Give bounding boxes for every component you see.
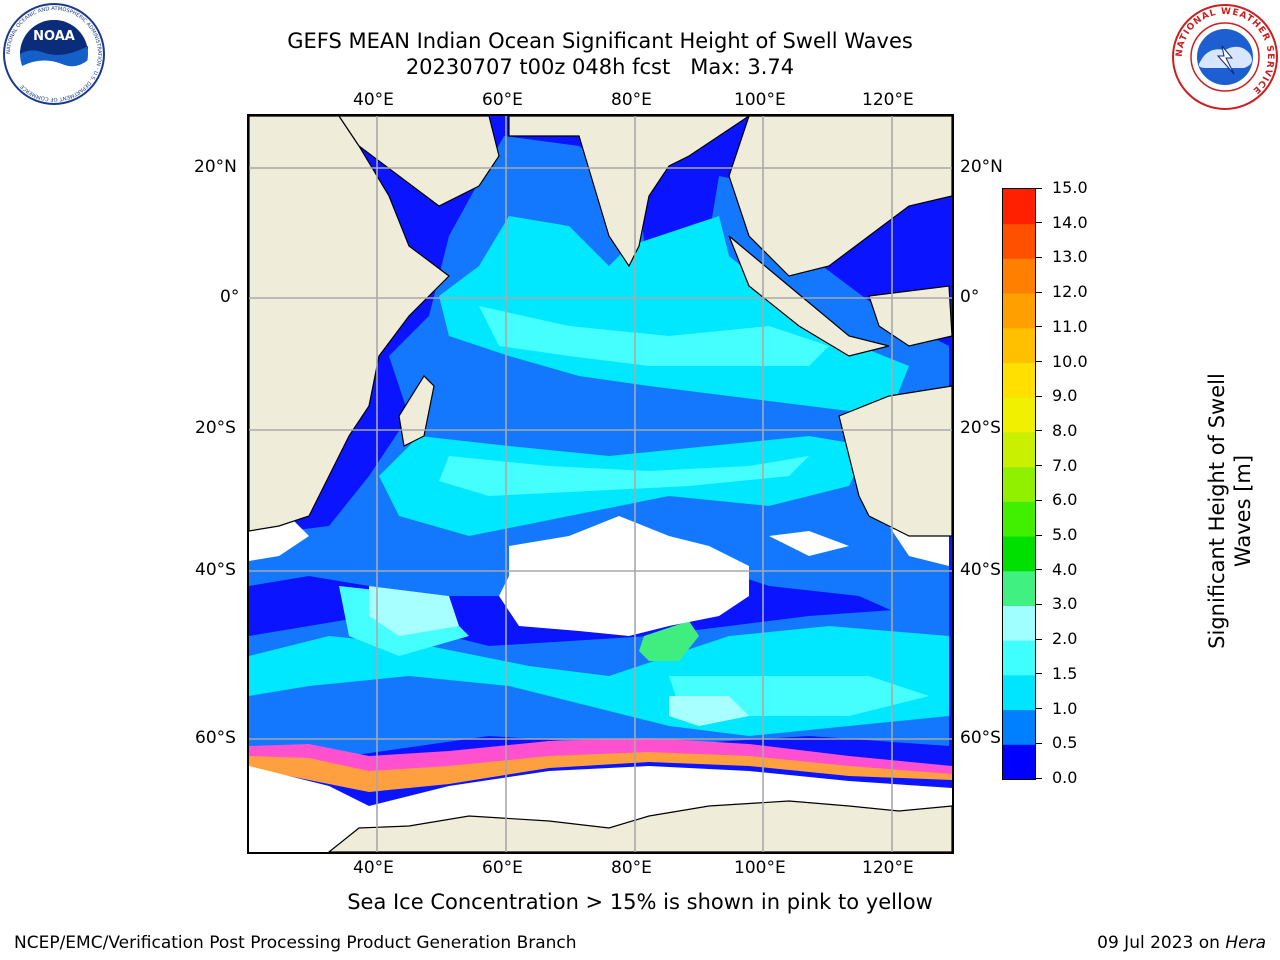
colorbar-swatch <box>1003 431 1035 468</box>
colorbar-swatch <box>1003 327 1035 364</box>
colorbar-tick-label: 10.0 <box>1052 351 1088 371</box>
colorbar-tick-mark <box>1036 499 1042 501</box>
colorbar-tick-mark <box>1036 291 1042 293</box>
lon-tick-bottom: 80°E <box>611 858 652 878</box>
colorbar-tick-label: 1.0 <box>1052 698 1078 718</box>
colorbar-tick-label: 4.0 <box>1052 559 1078 579</box>
colorbar-tick-mark <box>1036 534 1042 536</box>
colorbar-swatch <box>1003 362 1035 398</box>
colorbar-tick-mark <box>1036 326 1042 328</box>
colorbar-tick-label: 5.0 <box>1052 525 1078 545</box>
colorbar-swatch <box>1003 258 1035 294</box>
colorbar-tick-mark <box>1036 673 1042 675</box>
colorbar-swatch <box>1003 189 1035 225</box>
lat-tick-left: 40°S <box>195 560 236 580</box>
lon-tick-bottom: 60°E <box>482 858 523 878</box>
chart-title: GEFS MEAN Indian Ocean Significant Heigh… <box>287 29 913 53</box>
lon-tick-bottom: 100°E <box>734 858 786 878</box>
lat-tick-right: 20°N <box>960 157 1003 177</box>
footer-host: Hera <box>1225 933 1266 953</box>
lat-tick-left: 60°S <box>195 728 236 748</box>
colorbar-tick-label: 15.0 <box>1052 178 1088 197</box>
colorbar-tick-label: 6.0 <box>1052 490 1078 510</box>
colorbar-swatch <box>1003 674 1035 711</box>
chart-subtitle: 20230707 t00z 048h fcst Max: 3.74 <box>405 55 795 79</box>
colorbar-tick-mark <box>1036 187 1042 189</box>
colorbar-tick-label: 0.0 <box>1052 768 1078 787</box>
colorbar-tick-mark <box>1036 603 1042 605</box>
colorbar-swatch <box>1003 570 1035 606</box>
colorbar-label: Significant Height of Swell Waves [m] <box>1205 373 1255 649</box>
colorbar-swatch <box>1003 293 1035 329</box>
colorbar-tick-mark <box>1036 395 1042 397</box>
colorbar-tick-mark <box>1036 708 1042 710</box>
colorbar-swatch <box>1003 466 1035 502</box>
lon-tick-top: 100°E <box>734 90 786 110</box>
colorbar-tick-label: 3.0 <box>1052 594 1078 614</box>
lon-tick-top: 60°E <box>482 90 523 110</box>
colorbar-tick-label: 9.0 <box>1052 386 1078 406</box>
colorbar-tick-label: 0.5 <box>1052 733 1078 753</box>
nws-logo-icon: NATIONAL WEATHER SERVICE <box>1170 2 1280 112</box>
lat-tick-left: 20°N <box>194 157 237 177</box>
svg-text:NOAA: NOAA <box>33 29 75 44</box>
lat-tick-right: 60°S <box>960 728 1001 748</box>
colorbar-tick-label: 2.0 <box>1052 629 1078 649</box>
map-gridlines <box>249 116 952 852</box>
colorbar-swatch <box>1003 397 1035 433</box>
colorbar-swatch <box>1003 605 1035 641</box>
colorbar-tick-label: 11.0 <box>1052 316 1088 336</box>
colorbar-tick-mark <box>1036 777 1042 779</box>
footer-credit: NCEP/EMC/Verification Post Processing Pr… <box>14 933 577 953</box>
lat-tick-right: 40°S <box>960 560 1001 580</box>
colorbar-tick-label: 7.0 <box>1052 455 1078 475</box>
swell-height-map <box>247 114 954 854</box>
lon-tick-top: 120°E <box>862 90 914 110</box>
colorbar-tick-label: 1.5 <box>1052 663 1078 683</box>
colorbar-swatch <box>1003 501 1035 537</box>
colorbar-tick-label: 12.0 <box>1052 282 1088 302</box>
colorbar-tick-mark <box>1036 222 1042 224</box>
colorbar-ticks: 0.0 0.5 1.0 1.5 2.0 3.0 4.0 5.0 6.0 7.0 8.0 9.0 10.0… <box>1036 178 1116 787</box>
map-canvas <box>249 116 952 852</box>
colorbar-swatch <box>1003 640 1035 676</box>
colorbar-tick-mark <box>1036 256 1042 258</box>
lon-tick-top: 40°E <box>353 90 394 110</box>
colorbar-swatch <box>1003 536 1035 572</box>
noaa-logo-icon: NOAA NATIONAL OCEANIC AND ATMOSPHERIC AD… <box>2 2 112 112</box>
lat-tick-left: 20°S <box>195 418 236 438</box>
lat-tick-left: 0° <box>220 287 240 307</box>
colorbar-tick-mark <box>1036 638 1042 640</box>
lon-tick-bottom: 120°E <box>862 858 914 878</box>
sea-ice-caption: Sea Ice Concentration > 15% is shown in … <box>347 890 933 914</box>
colorbar-swatch <box>1003 709 1035 745</box>
colorbar-swatches <box>1003 189 1035 780</box>
colorbar-swatch <box>1003 223 1035 259</box>
colorbar-tick-mark <box>1036 361 1042 363</box>
colorbar-tick-label: 13.0 <box>1052 247 1088 267</box>
colorbar-tick-label: 8.0 <box>1052 420 1078 440</box>
colorbar-tick-label: 14.0 <box>1052 212 1088 232</box>
lon-tick-bottom: 40°E <box>353 858 394 878</box>
colorbar-tick-mark <box>1036 742 1042 744</box>
colorbar-tick-mark <box>1036 430 1042 432</box>
colorbar-swatch <box>1003 744 1035 780</box>
footer-date: 09 Jul 2023 on Hera <box>1097 933 1266 953</box>
lat-tick-right: 0° <box>960 287 980 307</box>
lat-tick-right: 20°S <box>960 418 1001 438</box>
colorbar-tick-mark <box>1036 465 1042 467</box>
lon-tick-top: 80°E <box>611 90 652 110</box>
colorbar <box>1002 188 1036 780</box>
colorbar-tick-mark <box>1036 569 1042 571</box>
